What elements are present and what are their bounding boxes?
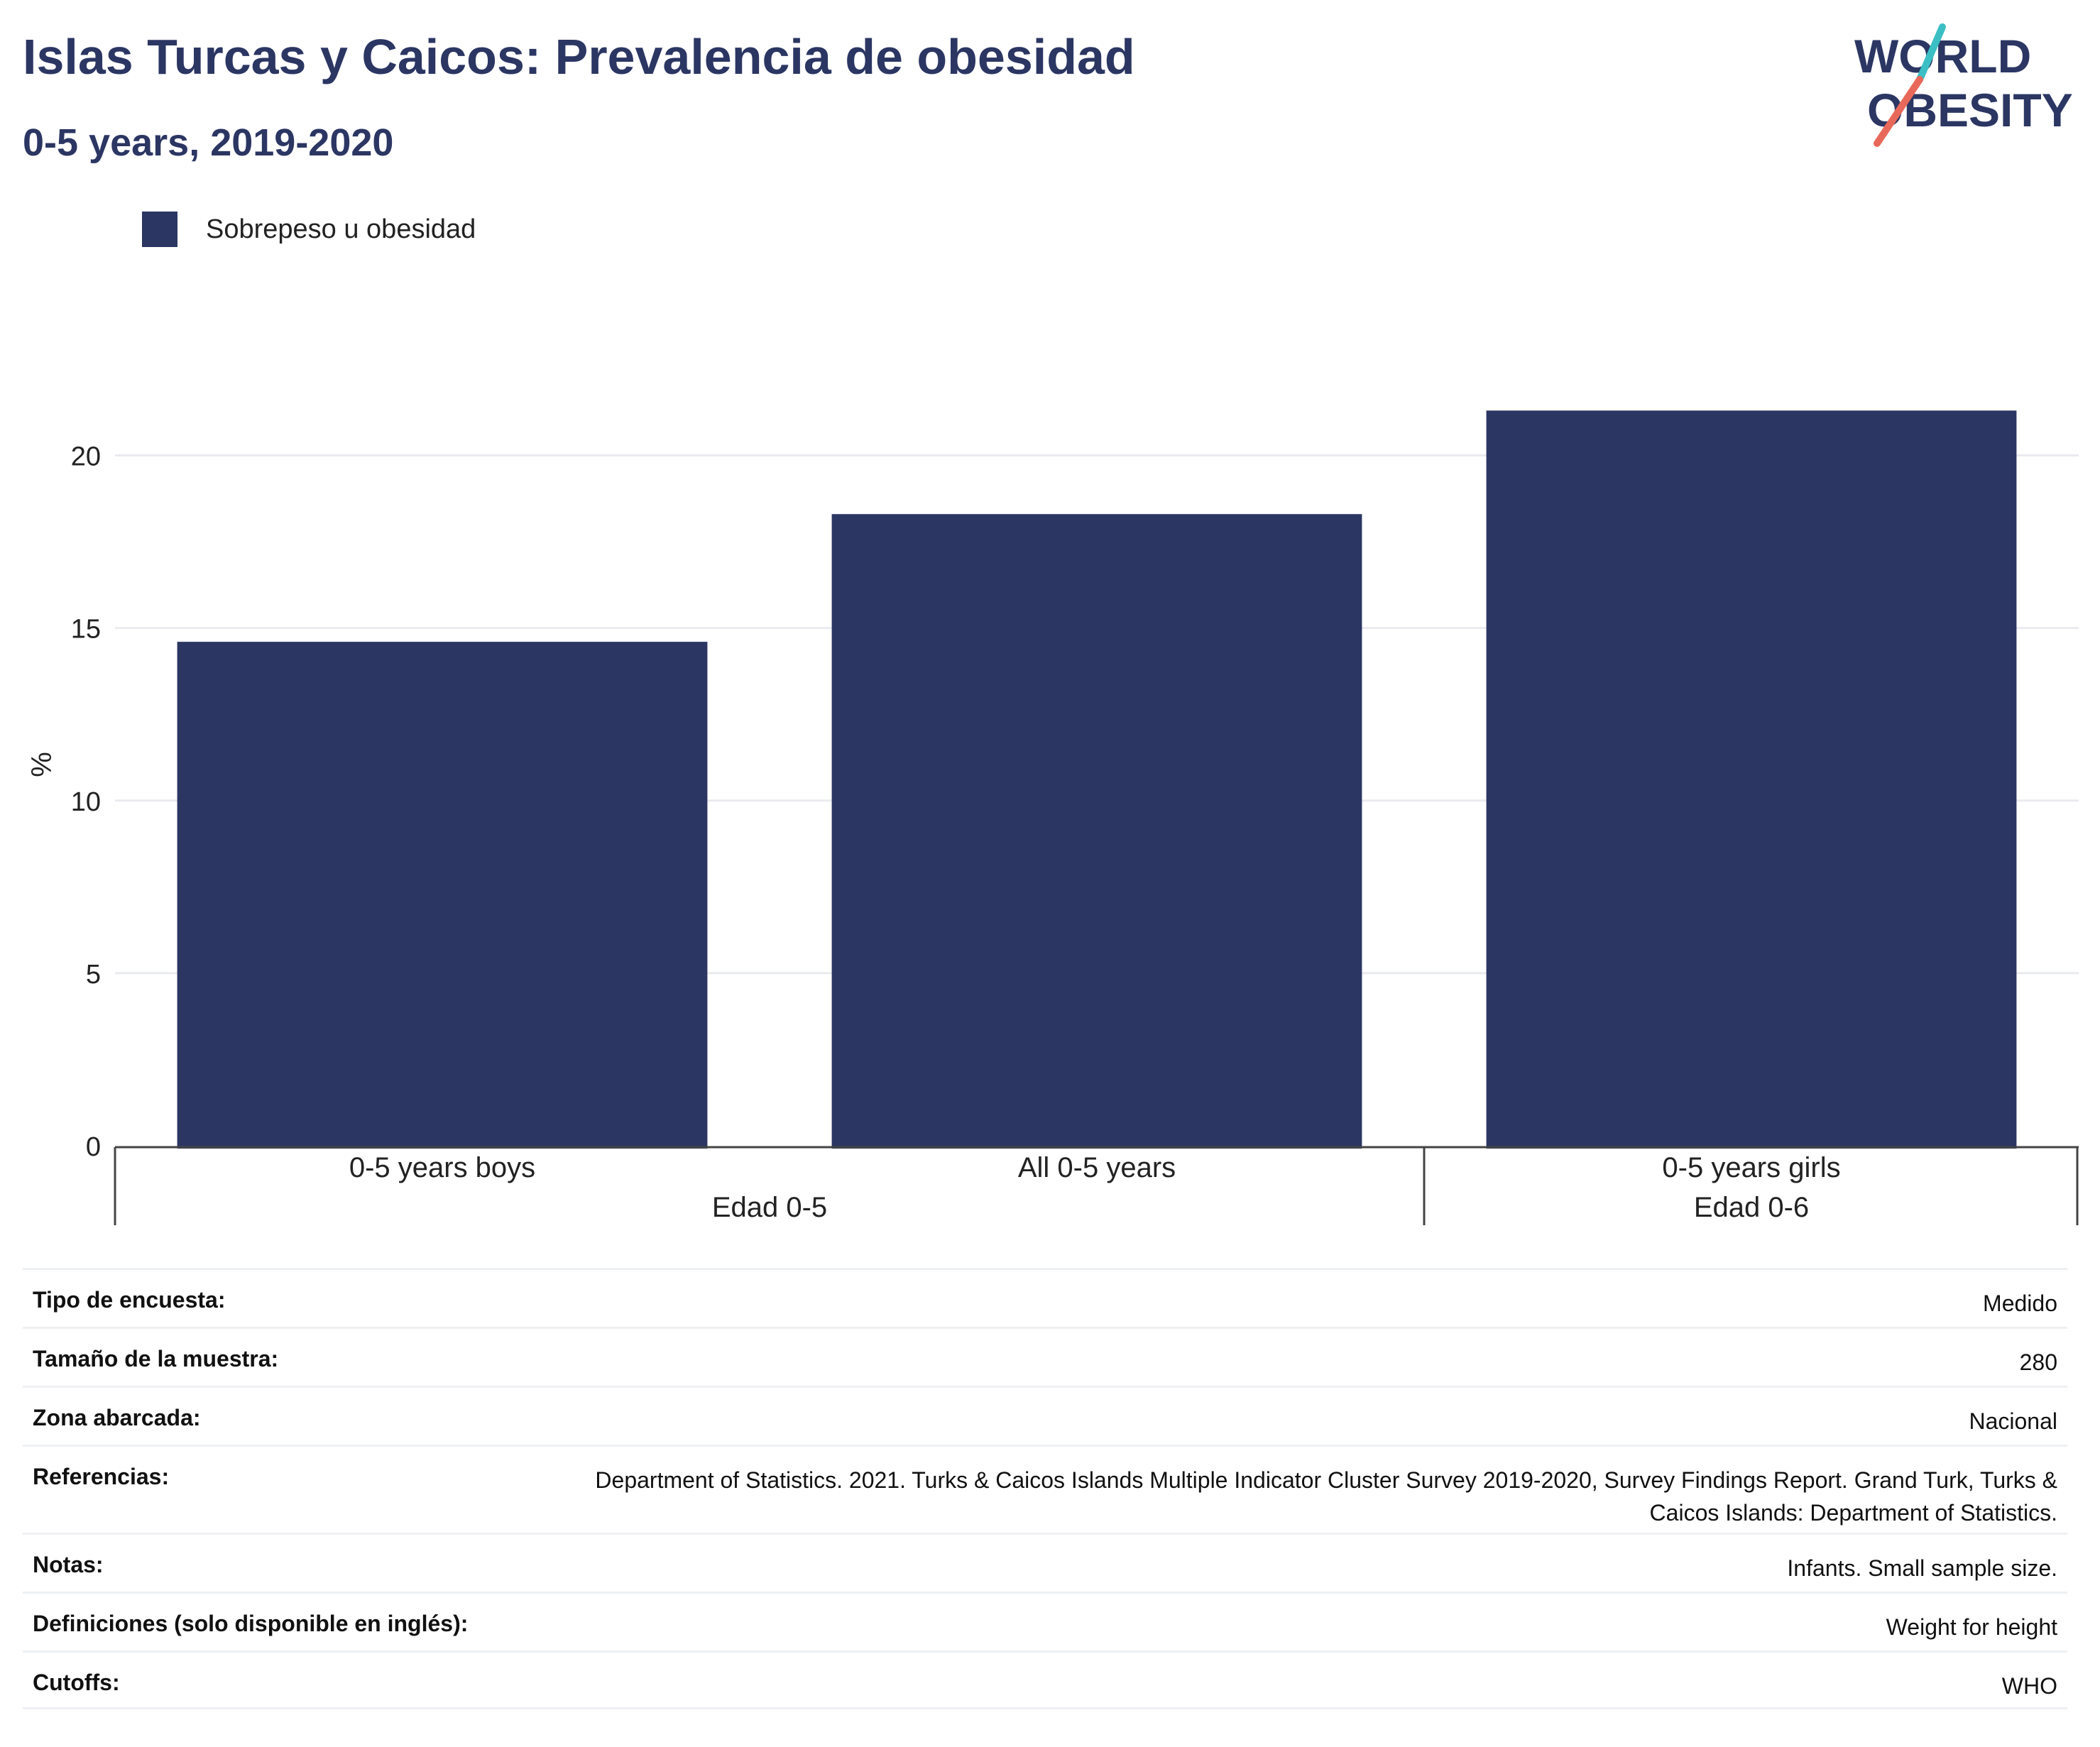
logo-slash-teal (1916, 23, 1946, 83)
info-row: Notas: Infants. Small sample size. (23, 1533, 2067, 1592)
logo-line-1: WORLD (1854, 30, 2031, 82)
world-obesity-logo: WORLD OBESITY (1854, 23, 2073, 147)
chart-legend: Sobrepeso u obesidad (142, 210, 476, 248)
info-value: Medido (1983, 1291, 2057, 1316)
y-axis-label: % (26, 752, 58, 777)
info-label: Tamaño de la muestra: (33, 1346, 279, 1371)
info-label: Referencias: (33, 1464, 170, 1489)
bar (831, 514, 1362, 1149)
info-row: Referencias: Department of Statistics. 20… (23, 1445, 2067, 1533)
page-title: Islas Turcas y Caicos: Prevalencia de ob… (23, 29, 1135, 84)
logo-slash-coral (1874, 76, 1923, 147)
bar-chart: 0 5 10 15 20% 0-5 years boys All 0-5 years 0-5 … (26, 410, 2079, 1225)
legend-label: Sobrepeso u obesidad (206, 214, 476, 244)
y-tick-label: 15 (71, 615, 101, 645)
info-label: Definiciones (solo disponible en inglés)… (33, 1611, 469, 1636)
x-tick-label: 0-5 years boys (349, 1152, 535, 1183)
bar (1486, 410, 2017, 1149)
info-value: WHO (2001, 1673, 2057, 1699)
info-value: 280 (2019, 1349, 2057, 1375)
info-label: Cutoffs: (33, 1670, 120, 1695)
info-label: Tipo de encuesta: (33, 1287, 226, 1313)
bar (177, 642, 708, 1149)
legend-swatch (142, 212, 177, 247)
info-row: Zona abarcada: Nacional (23, 1386, 2067, 1445)
info-value: Nacional (1969, 1408, 2057, 1434)
survey-info-table: Tipo de encuesta: Medido Tamaño de la mues… (23, 1268, 2067, 1709)
info-row: Cutoffs: WHO (23, 1650, 2067, 1709)
y-tick-label: 0 (86, 1132, 101, 1162)
info-row: Tamaño de la muestra: 280 (23, 1327, 2067, 1386)
info-row: Definiciones (solo disponible en inglés)… (23, 1592, 2067, 1650)
x-group-label: Edad 0-6 (1694, 1192, 1809, 1223)
info-value: Infants. Small sample size. (1787, 1555, 2057, 1581)
page-subtitle: 0-5 years, 2019-2020 (23, 121, 394, 164)
x-tick-label: 0-5 years girls (1662, 1152, 1840, 1183)
info-row: Tipo de encuesta: Medido (23, 1268, 2067, 1327)
y-tick-label: 10 (71, 787, 101, 817)
x-tick-label: All 0-5 years (1018, 1152, 1176, 1183)
info-label: Zona abarcada: (33, 1405, 201, 1430)
y-tick-label: 5 (86, 960, 101, 990)
info-value: Department of Statistics. 2021. Turks & … (595, 1467, 2057, 1526)
info-label: Notas: (33, 1552, 104, 1577)
y-tick-label: 20 (71, 442, 101, 472)
x-group-label: Edad 0-5 (712, 1192, 827, 1223)
info-value: Weight for height (1886, 1614, 2057, 1640)
